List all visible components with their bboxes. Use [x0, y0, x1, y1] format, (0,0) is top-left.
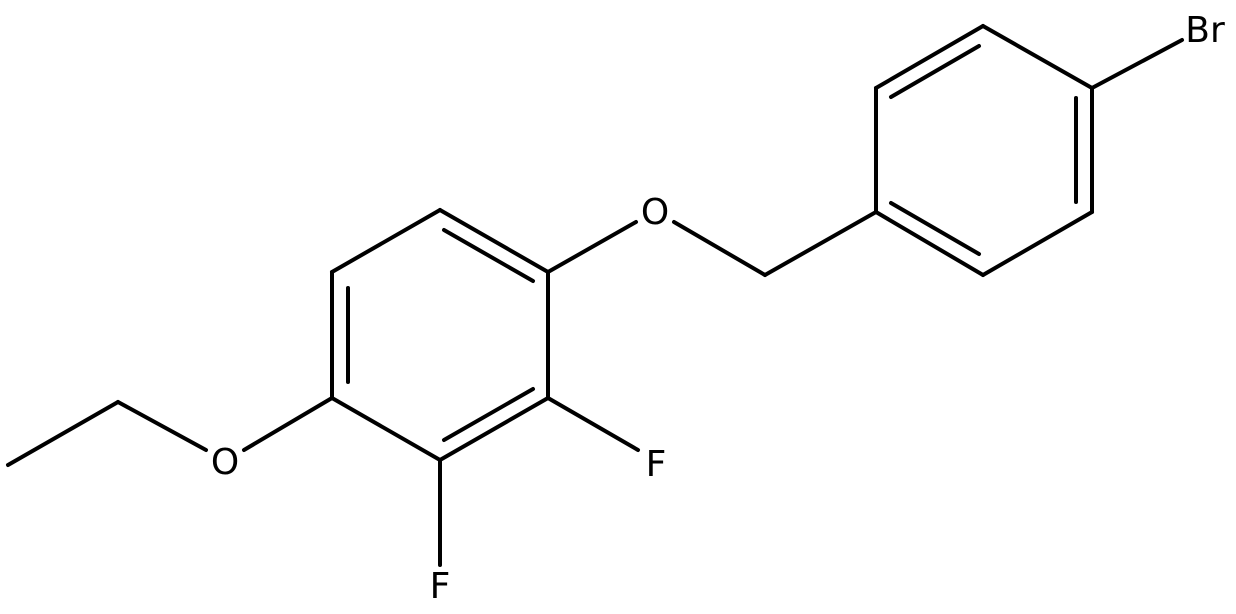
bond — [330, 208, 442, 274]
bond — [546, 396, 640, 452]
double-bond-inner — [442, 387, 535, 442]
double-bond-inner — [889, 201, 981, 256]
bond — [438, 396, 550, 462]
bond — [981, 210, 1094, 277]
atom-label: F — [430, 566, 451, 607]
bond — [242, 396, 334, 452]
bond — [981, 24, 1094, 90]
atom-label: Br — [1185, 10, 1225, 51]
bond — [874, 24, 985, 90]
bond — [6, 400, 120, 467]
double-bond-inner — [889, 44, 981, 99]
atom-label: O — [211, 442, 239, 483]
bond — [1090, 38, 1184, 90]
bond — [116, 400, 208, 452]
double-bond-inner — [442, 228, 535, 283]
atom-label: O — [641, 192, 669, 233]
bond — [874, 210, 985, 277]
bonds — [6, 24, 1184, 567]
atom-label: F — [646, 444, 667, 485]
bond — [438, 208, 550, 274]
bond — [672, 220, 767, 277]
bond — [763, 210, 878, 277]
bond — [330, 396, 442, 462]
bond — [546, 220, 638, 274]
